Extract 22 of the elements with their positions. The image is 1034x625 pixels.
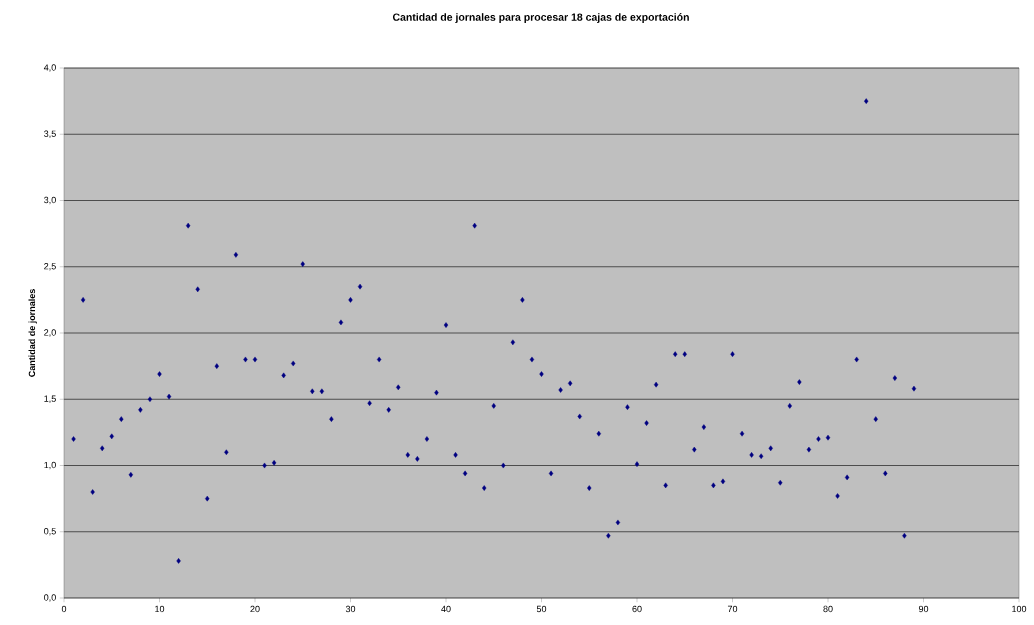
y-tick-label: 3,5 — [44, 130, 56, 138]
x-tick-label: 40 — [441, 605, 451, 613]
y-tick-label: 3,0 — [44, 196, 56, 205]
x-tick-label: 0 — [61, 605, 67, 613]
y-axis-title: Cantidad de jornales — [28, 289, 37, 377]
x-tick-label: 80 — [823, 605, 833, 613]
y-tick-label: 4,0 — [43, 64, 56, 72]
x-tick-label: 20 — [250, 605, 260, 613]
y-tick-label: 1,0 — [44, 461, 56, 470]
y-tick-label: 1,5 — [44, 395, 56, 403]
x-tick-label: 100 — [1012, 605, 1027, 613]
x-tick-label: 30 — [345, 605, 356, 613]
chart-title: Cantidad de jornales para procesar 18 cajas de exportación — [392, 13, 689, 23]
y-tick-label: 2,5 — [44, 263, 56, 271]
x-tick-label: 10 — [155, 605, 165, 613]
x-tick-label: 60 — [632, 605, 642, 613]
y-tick-label: 2,0 — [44, 329, 56, 337]
y-tick-label: 0,5 — [44, 528, 56, 536]
x-tick-label: 50 — [536, 605, 547, 613]
y-tick-label: 0,0 — [44, 594, 56, 602]
x-tick-label: 70 — [727, 605, 738, 613]
x-tick-label: 90 — [918, 605, 929, 613]
